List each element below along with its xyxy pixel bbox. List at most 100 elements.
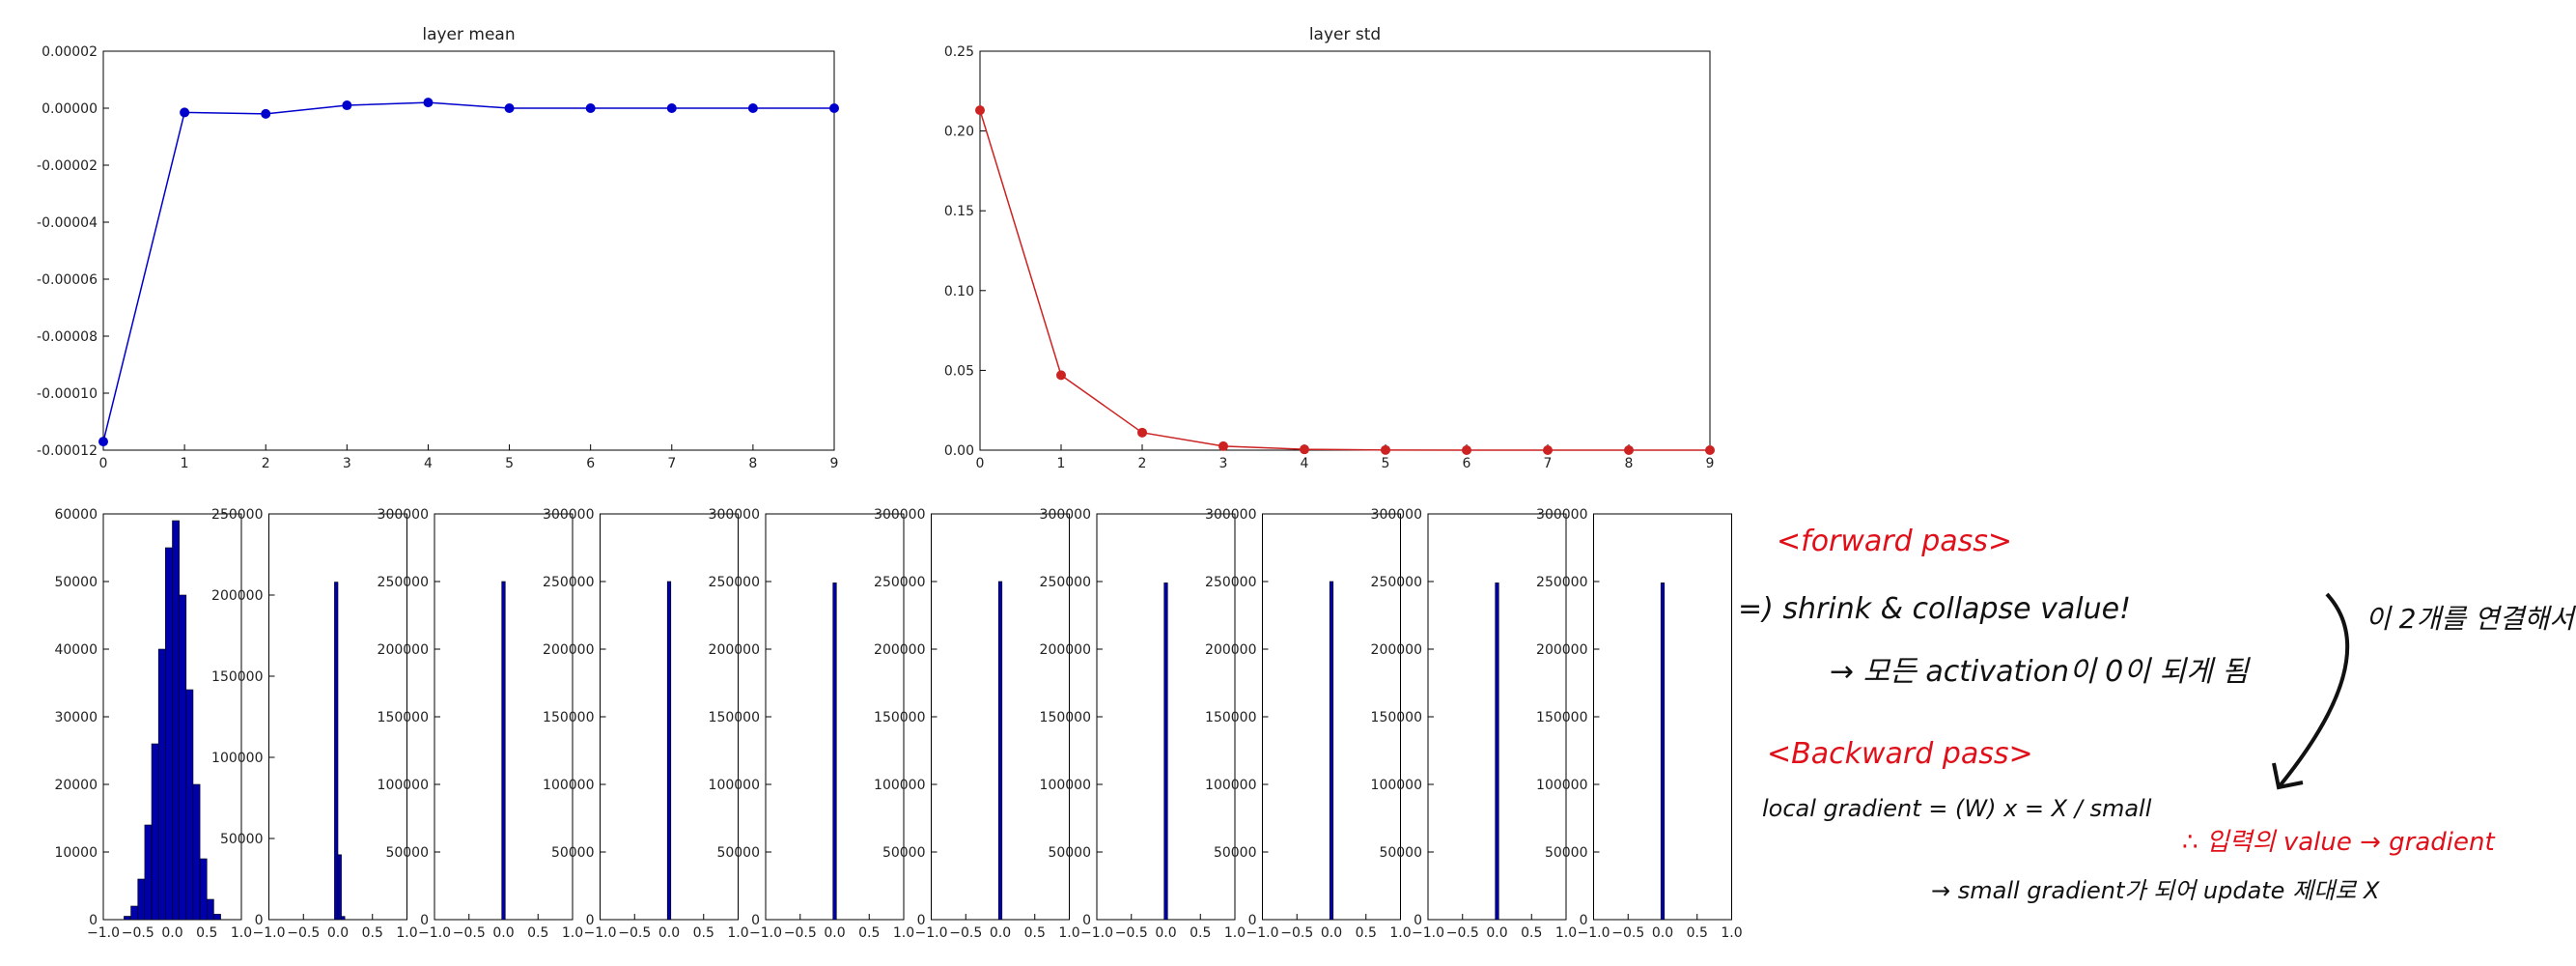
x-tick-label: 1.0	[231, 925, 252, 941]
y-tick-label: 0	[917, 913, 926, 928]
x-tick-label: 0.0	[1486, 925, 1507, 941]
y-tick-label: 250000	[543, 575, 594, 590]
bar	[130, 905, 139, 921]
x-tick-label: 0	[99, 456, 108, 471]
x-tick-label: 7	[667, 456, 676, 471]
x-tick-label: 1	[1057, 456, 1066, 471]
y-tick-label: -0.00008	[37, 329, 98, 345]
x-tick-label: 6	[586, 456, 595, 471]
y-tick-label: 200000	[709, 642, 760, 658]
y-tick-label: 250000	[874, 575, 925, 590]
x-tick-label: −1.0	[87, 925, 120, 941]
arrow-head	[2272, 762, 2304, 790]
x-tick-label: 5	[505, 456, 514, 471]
bar	[151, 743, 159, 921]
y-tick-label: 10000	[54, 845, 98, 861]
y-tick-label: 0	[420, 913, 429, 928]
point	[1624, 445, 1634, 455]
x-tick-label: −0.5	[453, 925, 486, 941]
point	[504, 103, 515, 113]
x-tick-label: 2	[1138, 456, 1147, 471]
y-tick-label: 0	[1580, 913, 1588, 928]
y-tick-label: 50000	[1214, 845, 1257, 861]
point	[1056, 370, 1066, 381]
y-tick-label: -0.00004	[37, 215, 98, 231]
point	[585, 103, 596, 113]
x-tick-label: 0.5	[1521, 925, 1542, 941]
x-tick-label: 0.5	[1687, 925, 1708, 941]
x-tick-label: 1.0	[727, 925, 748, 941]
y-tick-label: 0.00000	[42, 101, 98, 117]
x-tick-label: 0.5	[858, 925, 880, 941]
y-tick-label: 40000	[54, 642, 98, 658]
x-tick-label: −0.5	[1611, 925, 1644, 941]
point	[1137, 427, 1147, 438]
arrow	[2277, 592, 2350, 789]
bar	[137, 878, 146, 921]
y-tick-label: 100000	[378, 778, 429, 793]
x-tick-label: 0.0	[492, 925, 514, 941]
x-tick-label: −0.5	[784, 925, 817, 941]
x-tick-label: 1.0	[893, 925, 914, 941]
x-tick-label: 0.0	[658, 925, 680, 941]
y-tick-label: 150000	[378, 710, 429, 725]
y-tick-label: 0.25	[944, 44, 974, 60]
line	[102, 101, 834, 442]
point	[1381, 444, 1390, 455]
y-tick-label: 150000	[211, 669, 263, 685]
y-tick-label: 0	[1414, 913, 1422, 928]
point	[1300, 444, 1309, 455]
x-tick-label: 4	[424, 456, 433, 471]
y-tick-label: 200000	[874, 642, 925, 658]
point	[1462, 445, 1471, 455]
bar	[179, 594, 187, 921]
x-tick-label: −1.0	[253, 925, 286, 941]
y-tick-label: 300000	[378, 507, 429, 523]
bar	[1163, 582, 1168, 921]
bar	[997, 581, 1003, 921]
bar	[157, 648, 166, 921]
bar	[1660, 582, 1666, 921]
x-tick-label: −1.0	[1080, 925, 1113, 941]
x-tick-label: 0.5	[1190, 925, 1211, 941]
bar	[341, 916, 346, 921]
y-tick-label: 200000	[543, 642, 594, 658]
y-tick-label: 30000	[54, 710, 98, 725]
x-tick-label: 0.0	[824, 925, 845, 941]
y-tick-label: 300000	[543, 507, 594, 523]
x-tick-label: −1.0	[1246, 925, 1279, 941]
y-tick-label: 100000	[1205, 778, 1256, 793]
x-tick-label: 4	[1301, 456, 1309, 471]
y-tick-label: 50000	[551, 845, 595, 861]
point	[747, 103, 758, 113]
y-tick-label: 50000	[385, 845, 429, 861]
bar	[165, 547, 173, 921]
y-tick-label: 200000	[1536, 642, 1587, 658]
plot-frame	[979, 50, 1711, 451]
point	[423, 98, 434, 108]
y-tick-label: 50000	[882, 845, 926, 861]
y-tick-label: 300000	[1536, 507, 1587, 523]
y-tick-label: 200000	[1371, 642, 1422, 658]
chart-title: layer std	[1309, 25, 1381, 44]
x-tick-label: 1	[181, 456, 189, 471]
y-tick-label: 150000	[1205, 710, 1256, 725]
y-tick-label: 100000	[709, 778, 760, 793]
x-tick-label: 0.5	[362, 925, 383, 941]
y-tick-label: 300000	[1040, 507, 1091, 523]
y-tick-label: 200000	[211, 588, 263, 604]
y-tick-label: 0	[89, 913, 98, 928]
x-tick-label: −0.5	[1280, 925, 1313, 941]
line	[979, 109, 1710, 451]
bar	[337, 854, 342, 921]
point	[98, 437, 108, 447]
y-tick-label: -0.00010	[37, 386, 98, 402]
bar	[832, 582, 837, 921]
bar	[185, 689, 194, 921]
x-tick-label: 8	[1625, 456, 1634, 471]
y-tick-label: 250000	[1371, 575, 1422, 590]
x-tick-label: 1.0	[1389, 925, 1411, 941]
y-tick-label: 0.00	[944, 443, 974, 459]
